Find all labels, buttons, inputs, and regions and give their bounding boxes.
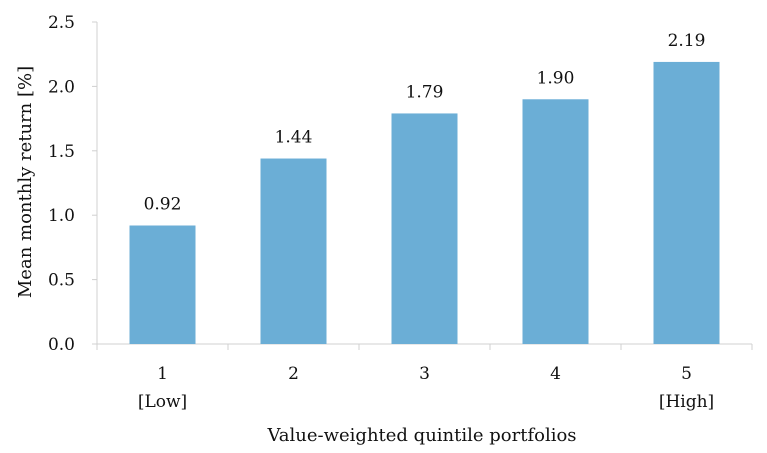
data-label: 2.19	[668, 31, 706, 51]
data-label: 1.79	[406, 82, 444, 102]
data-label: 0.92	[144, 195, 182, 215]
bar	[653, 61, 720, 344]
y-tick-label: 2.0	[48, 77, 75, 97]
y-tick-label: 0.0	[48, 335, 75, 355]
bars	[129, 61, 720, 344]
y-tick-label: 2.5	[48, 13, 75, 33]
data-label: 1.90	[537, 68, 575, 88]
x-tick-label: 1	[157, 364, 168, 384]
data-label: 1.44	[275, 128, 313, 148]
x-tick-label: 3	[419, 364, 430, 384]
y-axis-title: Mean monthly return [%]	[15, 66, 36, 298]
x-axis: 1 [Low] 2 3 4 5 [High]	[96, 343, 753, 412]
bar	[129, 225, 196, 344]
y-tick-label: 1.0	[48, 206, 75, 226]
y-tick-label: 1.5	[48, 142, 75, 162]
x-tick-sublabel: [Low]	[138, 392, 187, 412]
y-axis: 0.0 0.5 1.0 1.5 2.0 2.5	[48, 13, 98, 355]
data-labels: 0.92 1.44 1.79 1.90 2.19	[144, 31, 706, 215]
x-tick-label: 4	[550, 364, 561, 384]
x-axis-title: Value-weighted quintile portfolios	[266, 425, 576, 446]
bar	[391, 113, 458, 344]
bar	[260, 158, 327, 344]
x-tick-label: 5	[681, 364, 692, 384]
bar	[522, 99, 589, 344]
x-tick-sublabel: [High]	[659, 392, 714, 412]
x-tick-label: 2	[288, 364, 299, 384]
y-tick-label: 0.5	[48, 271, 75, 291]
